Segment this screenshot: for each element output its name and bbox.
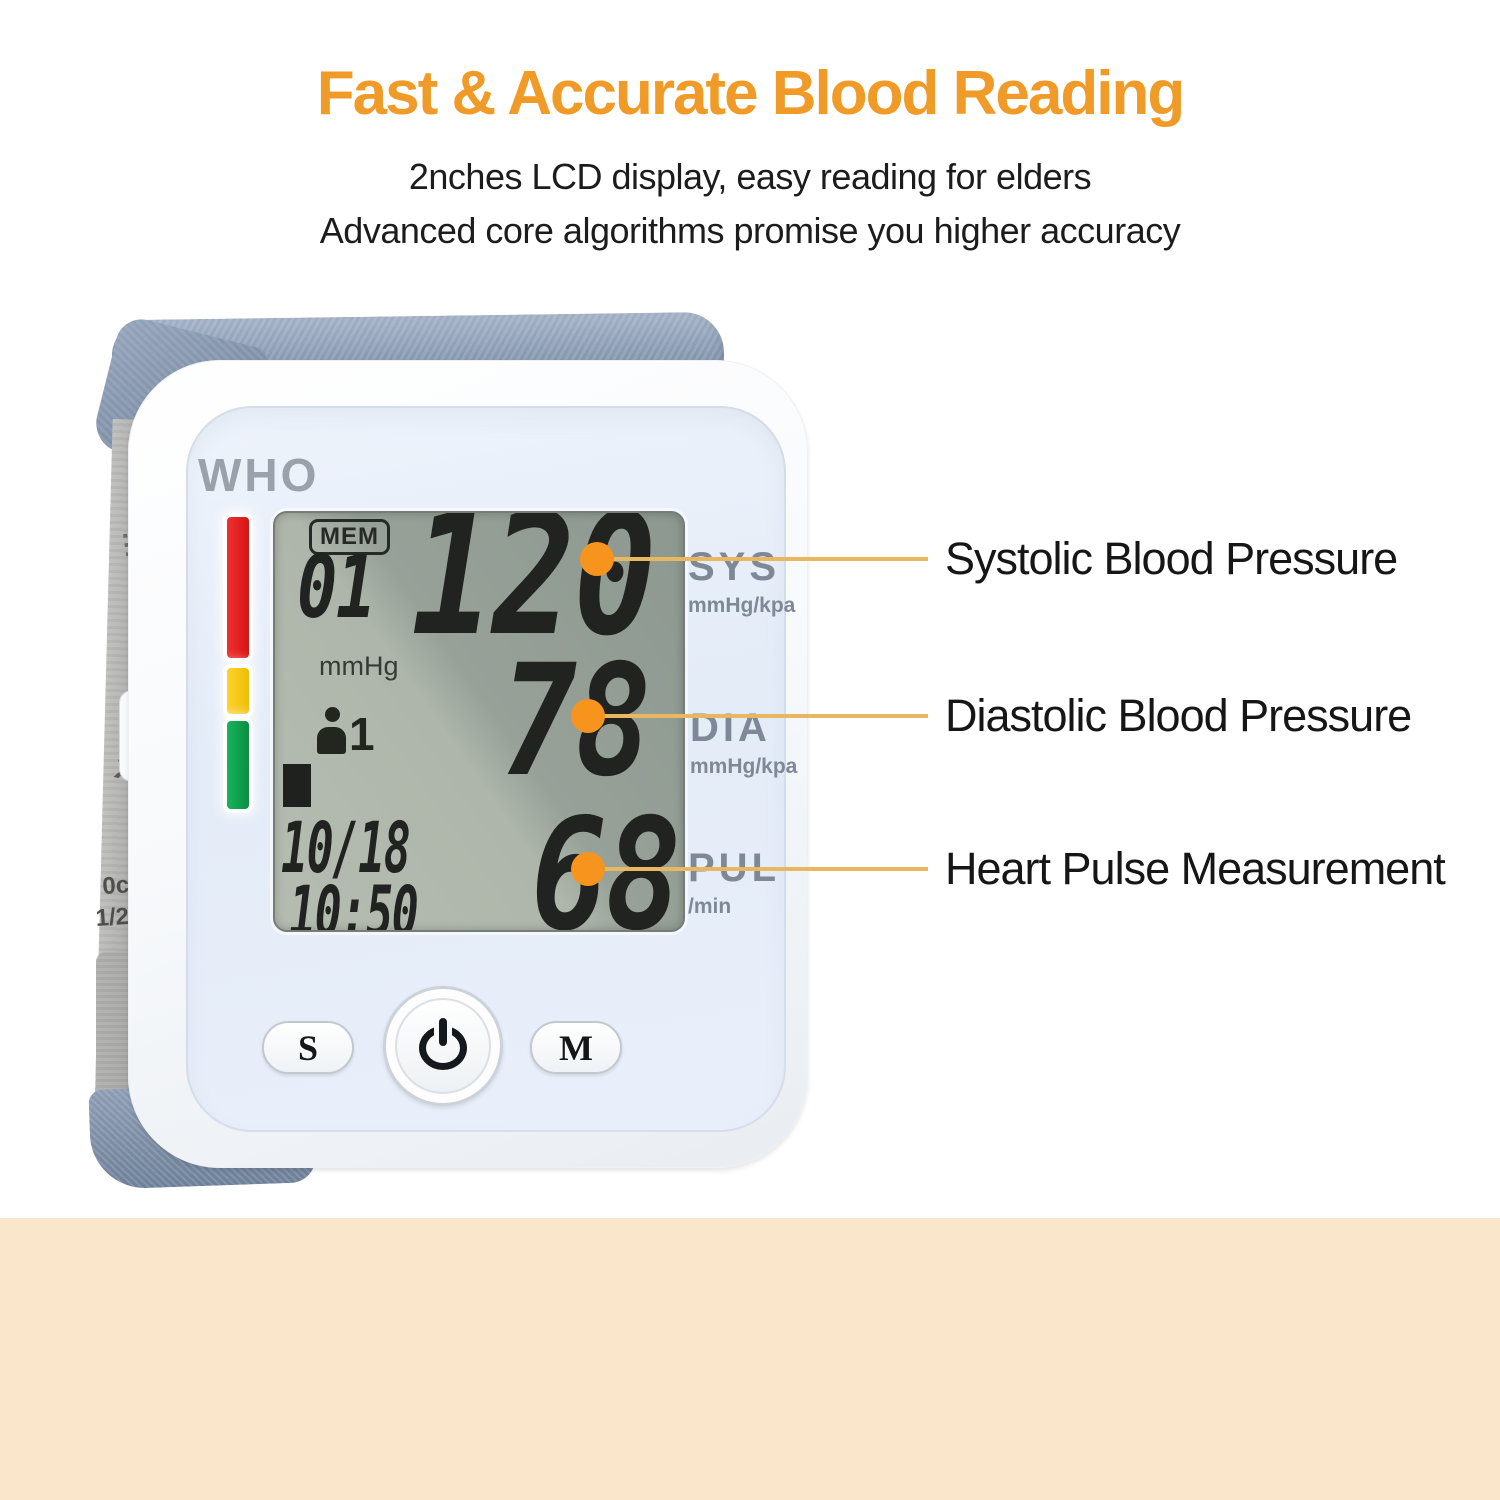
mem-badge: MEM [309,519,390,555]
who-label: WHO [198,449,320,501]
pul-panel-label: PUL /min [688,846,780,919]
callout-label-systolic: Systolic Blood Pressure [945,533,1398,584]
callout-dot-pulse [571,852,605,886]
sys-label: SYS [688,545,781,589]
callout-dot-diastolic [571,699,605,733]
callout-dot-systolic [580,542,614,576]
memory-button[interactable]: M [530,1021,622,1074]
page-title: Fast & Accurate Blood Reading [316,59,1185,128]
subtitle-line-1: 2nches LCD display, easy reading for eld… [408,156,1092,197]
callout-line-systolic [597,557,928,561]
callout-label-pulse: Heart Pulse Measurement [945,843,1446,894]
power-icon [417,1018,469,1072]
set-button[interactable]: S [262,1021,354,1074]
callout-line-diastolic [588,714,928,718]
time-display: 10:50 [289,871,419,932]
sys-panel-label: SYS mmHg/kpa [688,545,795,618]
dia-unit-label: mmHg/kpa [690,755,798,778]
systolic-reading: 120 [411,511,657,673]
callout-label-diastolic: Diastolic Blood Pressure [945,690,1412,741]
who-bar-green-icon [227,721,249,809]
user-indicator: 1 [317,707,375,757]
dia-label: DIA [690,706,771,750]
mem-number: 01 [297,538,376,638]
specs-panel: Measurement Range: 0~260mmHg Pulse Rate:… [0,1218,1500,1500]
subtitle-line-2: Advanced core algorithms promise you hig… [319,210,1181,251]
power-button-face [395,998,491,1094]
pul-unit-label: /min [688,895,732,918]
who-bar-yellow-icon [227,668,249,714]
battery-icon [283,764,311,807]
unit-label: mmHg [319,651,399,681]
date-display: 10/18 [281,807,411,889]
lcd-display: MEM 01 mmHg 1 10/18 10:50 120 78 68 [273,511,685,932]
dia-panel-label: DIA mmHg/kpa [690,706,797,779]
callout-line-pulse [588,867,928,871]
power-button[interactable] [383,986,503,1106]
person-icon [317,707,347,757]
who-bar-red-icon [227,517,249,658]
sys-unit-label: mmHg/kpa [688,594,796,617]
user-number: 1 [349,708,375,761]
pulse-reading: 68 [531,786,681,932]
